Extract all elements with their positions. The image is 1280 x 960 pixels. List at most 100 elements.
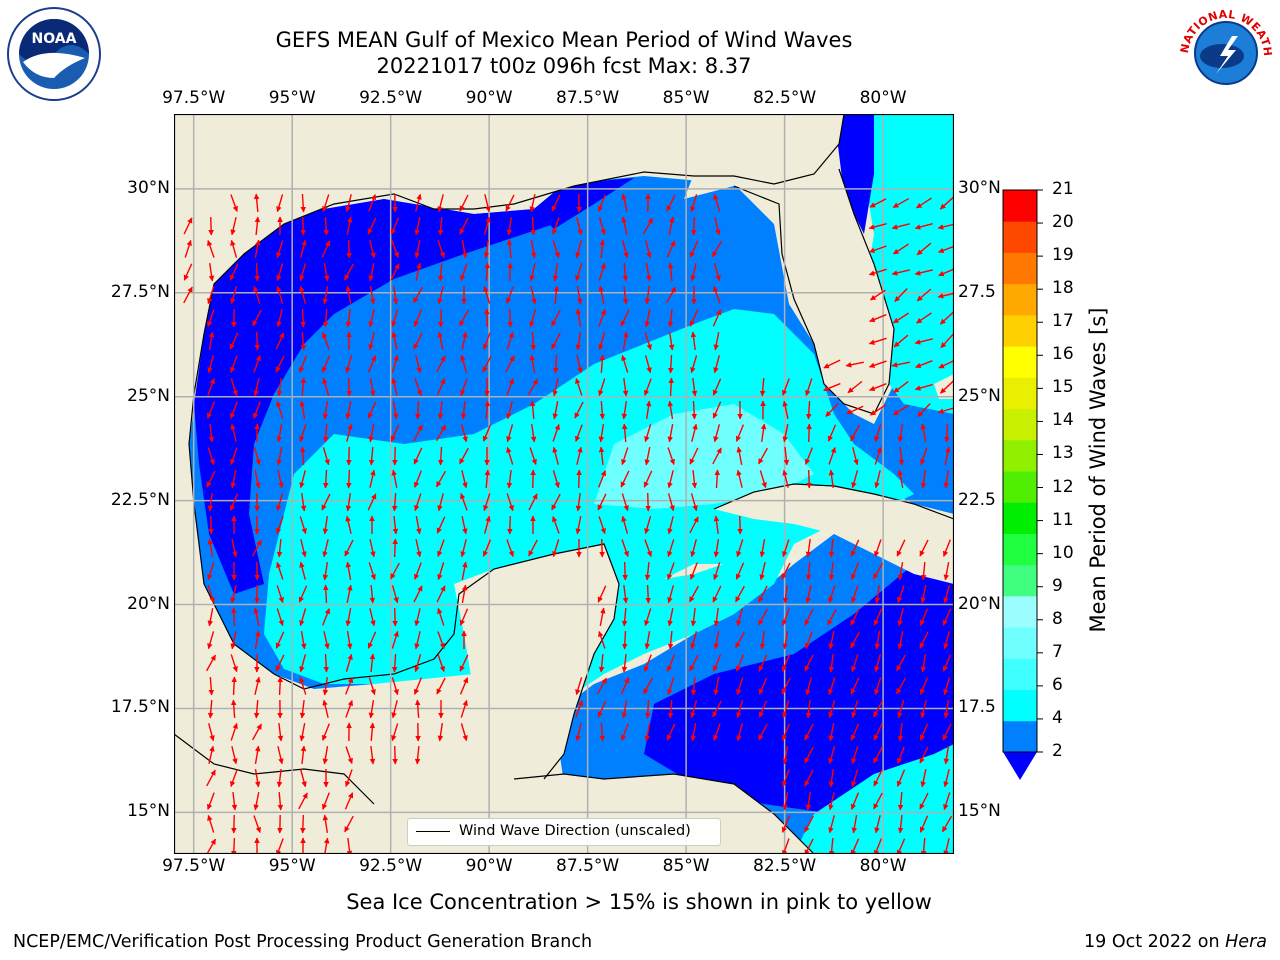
wave-arrow (643, 470, 653, 488)
wave-arrow (919, 815, 929, 833)
wave-arrow (322, 308, 329, 328)
wave-arrow (915, 197, 932, 209)
wave-arrow (872, 700, 884, 718)
wave-arrow (643, 654, 652, 672)
wave-arrow (943, 838, 950, 854)
wave-arrow (368, 446, 375, 466)
wave-arrow (667, 493, 675, 512)
wave-arrow (207, 309, 215, 328)
wave-arrow (597, 493, 607, 511)
wave-arrow (598, 285, 605, 304)
wave-arrow (437, 654, 445, 673)
wave-arrow (321, 240, 331, 258)
wave-arrow (690, 631, 698, 650)
wave-arrow (897, 791, 904, 811)
wave-arrow (392, 446, 398, 466)
wave-arrow (254, 470, 261, 489)
wave-arrow (943, 769, 950, 788)
wave-arrow (621, 539, 629, 558)
wave-arrow (916, 312, 932, 324)
wave-arrow (390, 217, 400, 235)
wave-arrow (898, 446, 905, 466)
colorbar-segment (1003, 533, 1037, 566)
colorbar-segment (1003, 502, 1037, 534)
wave-arrow (828, 700, 836, 719)
wave-arrow (254, 769, 261, 788)
wave-arrow (828, 561, 835, 581)
wave-arrow (576, 446, 583, 465)
wave-arrow (873, 769, 883, 787)
wave-arrow (300, 308, 306, 328)
wave-arrow (276, 263, 284, 282)
wave-arrow (183, 286, 193, 304)
wave-arrow (689, 516, 699, 534)
wave-arrow (415, 193, 422, 212)
wave-arrow (782, 539, 790, 558)
wave-arrow (622, 561, 628, 581)
wave-arrow (413, 447, 423, 465)
wave-arrow (530, 423, 537, 443)
wave-arrow (254, 745, 261, 764)
wave-arrow (599, 239, 606, 259)
wave-arrow (944, 446, 951, 465)
wave-arrow (276, 400, 284, 419)
wave-arrow (599, 354, 606, 374)
wave-arrow (253, 285, 261, 304)
wave-arrow (868, 223, 887, 230)
gulf-water-deep-blue-nw (194, 182, 614, 594)
wave-arrow (868, 268, 887, 276)
wave-arrow (391, 377, 398, 396)
wave-arrow (869, 383, 887, 392)
wave-arrow (551, 332, 561, 350)
wave-arrow (231, 308, 237, 328)
wave-arrow (483, 285, 491, 304)
lon-label-top: 87.5°W (556, 88, 620, 108)
wave-arrow (805, 400, 812, 420)
wave-arrow (943, 562, 950, 581)
wave-arrow (942, 723, 952, 741)
wave-arrow (920, 447, 928, 466)
coastline-north (188, 114, 845, 445)
wave-arrow (713, 355, 721, 374)
wave-arrow (781, 677, 791, 695)
wave-arrow (781, 562, 791, 580)
wave-arrow (599, 722, 606, 742)
wave-arrow (529, 400, 536, 420)
wave-arrow (804, 447, 813, 465)
wave-arrow (299, 424, 307, 443)
wave-arrow (300, 631, 307, 650)
wave-arrow (690, 331, 697, 351)
wave-arrow (254, 216, 261, 236)
wave-arrow (621, 447, 629, 466)
wave-arrow (759, 377, 766, 397)
wave-arrow (254, 262, 260, 282)
wave-arrow (276, 768, 283, 788)
wave-arrow (276, 838, 284, 854)
wave-arrow (528, 539, 538, 557)
wave-arrow (598, 424, 605, 443)
wave-arrow (435, 470, 447, 488)
wave-arrow (622, 262, 629, 282)
wave-arrow (207, 355, 214, 374)
wave-arrow (483, 216, 491, 235)
wave-arrow (299, 723, 306, 742)
wave-arrow (868, 337, 887, 345)
wave-arrow (391, 630, 399, 649)
wave-arrow (461, 424, 468, 443)
wave-arrow (437, 493, 444, 512)
wave-arrow (254, 676, 261, 695)
wave-arrow (322, 676, 329, 696)
wave-arrow (205, 654, 217, 672)
colorbar-segment (1003, 252, 1037, 285)
wave-arrow (253, 401, 261, 419)
wave-arrow (206, 401, 216, 419)
wave-arrow (277, 722, 284, 742)
wave-arrow (322, 561, 329, 581)
wave-arrow (621, 216, 628, 235)
wave-arrow (806, 423, 812, 443)
wave-arrow (207, 699, 214, 719)
wave-arrow (575, 263, 583, 282)
wave-arrow (368, 700, 375, 719)
wave-arrow (321, 723, 330, 741)
wave-arrow (484, 194, 491, 213)
